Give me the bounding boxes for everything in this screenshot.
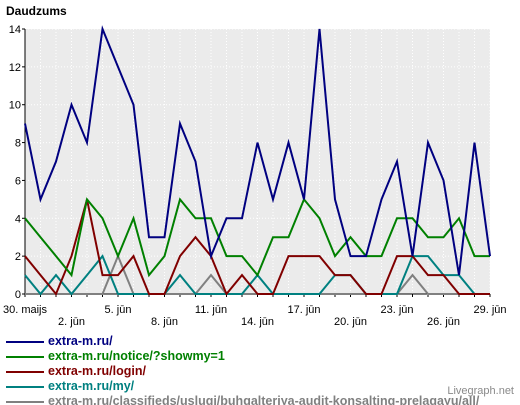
y-tick-label: 2 <box>15 251 21 263</box>
legend-item: extra-m.ru/my/ <box>6 379 518 394</box>
legend-item: extra-m.ru/login/ <box>6 364 518 379</box>
x-tick-label: 17. jūn <box>287 304 320 316</box>
legend-item: extra-m.ru/notice/?showmy=1 <box>6 349 518 364</box>
legend-label: extra-m.ru/login/ <box>48 364 146 378</box>
x-tick-label: 8. jūn <box>151 316 178 328</box>
x-tick-label: 2. jūn <box>58 316 85 328</box>
legend-label: extra-m.ru/my/ <box>48 379 135 393</box>
legend-item: extra-m.ru/ <box>6 334 518 349</box>
legend-label: extra-m.ru/ <box>48 334 113 348</box>
y-tick-label: 10 <box>9 100 21 112</box>
legend: extra-m.ru/extra-m.ru/notice/?showmy=1 ex… <box>6 334 518 405</box>
y-tick-label: 14 <box>9 24 21 36</box>
y-tick-label: 4 <box>15 213 21 225</box>
x-tick-label: 29. jūn <box>473 304 506 316</box>
y-axis-label: Daudzums <box>6 4 67 18</box>
y-tick-label: 0 <box>15 289 21 301</box>
legend-item: extra-m.ru/classifieds/uslugi/buhgalteri… <box>6 394 518 405</box>
series-line <box>24 197 490 278</box>
credit-text: Livegraph.net <box>447 385 514 397</box>
x-tick-label: 14. jūn <box>241 316 274 328</box>
y-tick-label: 8 <box>15 138 21 150</box>
series-line <box>24 25 491 276</box>
x-tick-label: 5. jūn <box>105 304 132 316</box>
x-tick-label: 23. jūn <box>380 304 413 316</box>
legend-label: extra-m.ru/classifieds/uslugi/buhgalteri… <box>48 394 480 405</box>
x-tick-label: 26. jūn <box>427 316 460 328</box>
legend-swatch <box>6 356 44 358</box>
x-tick-label: 20. jūn <box>334 316 367 328</box>
legend-swatch <box>6 386 44 388</box>
legend-swatch <box>6 401 44 403</box>
x-tick-label: 11. jūn <box>195 304 227 316</box>
legend-label: extra-m.ru/notice/?showmy=1 <box>48 349 225 363</box>
x-tick-label: 30. maijs <box>3 304 48 316</box>
y-tick-label: 6 <box>15 175 21 187</box>
y-tick-label: 12 <box>9 62 21 74</box>
legend-swatch <box>6 371 44 373</box>
legend-swatch <box>6 341 44 343</box>
